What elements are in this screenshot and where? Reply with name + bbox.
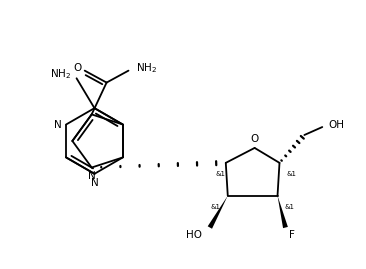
Text: N: N (54, 119, 62, 130)
Text: &1: &1 (287, 171, 296, 177)
Text: N: N (90, 178, 98, 188)
Text: HO: HO (186, 231, 202, 240)
Text: &1: &1 (216, 171, 226, 177)
Text: NH$_2$: NH$_2$ (136, 61, 157, 75)
Text: OH: OH (328, 120, 344, 130)
Text: N: N (88, 171, 96, 182)
Text: O: O (250, 134, 259, 144)
Polygon shape (208, 196, 228, 229)
Text: O: O (74, 63, 82, 73)
Polygon shape (277, 196, 288, 228)
Text: &1: &1 (284, 204, 295, 210)
Text: F: F (290, 231, 295, 240)
Text: NH$_2$: NH$_2$ (50, 68, 71, 81)
Text: &1: &1 (211, 204, 221, 210)
